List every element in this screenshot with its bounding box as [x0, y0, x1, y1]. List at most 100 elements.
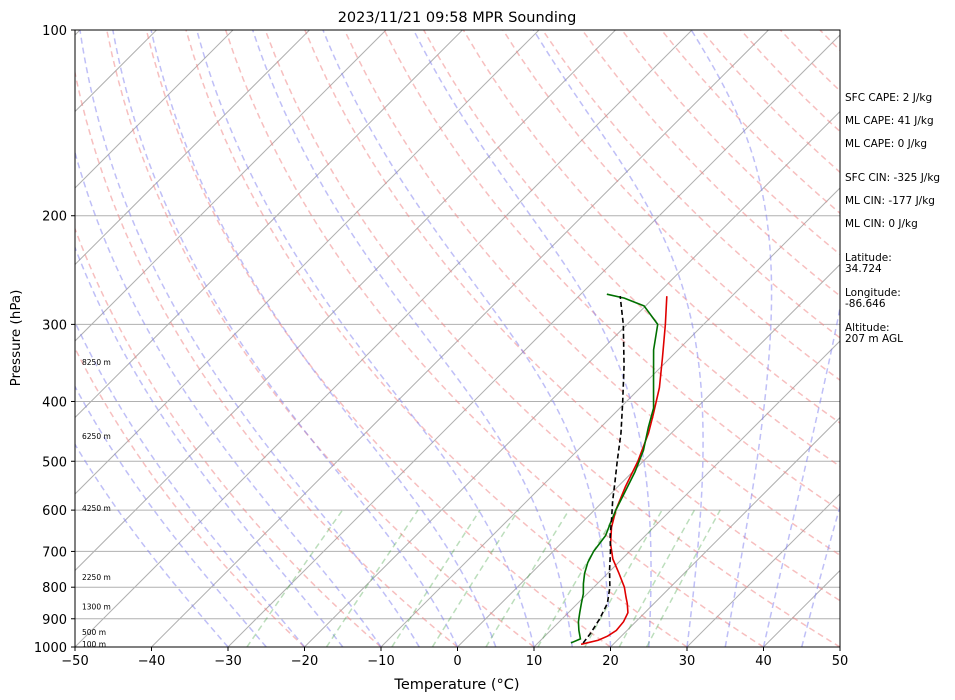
isotherm-line	[75, 30, 234, 189]
moist-adiabat-line	[112, 30, 459, 647]
moist-adiabat-line	[532, 30, 704, 647]
mixing-ratio-line	[618, 509, 696, 647]
isotherm-line	[151, 30, 769, 647]
moist-adiabat-line	[690, 30, 773, 647]
isotherm-line	[75, 30, 693, 647]
y-axis: 100 200 300 400 500 600 700 800 900 1000	[34, 24, 75, 656]
altitude-label: Altitude:	[845, 322, 890, 334]
isotherm-line	[304, 110, 840, 647]
dry-adiabat-line	[383, 30, 840, 512]
parcel-profile	[582, 296, 625, 644]
isotherm-line	[380, 187, 840, 647]
ml-cin-text: ML CIN: -177 J/kg	[845, 195, 935, 207]
height-labels: 100 m 500 m 1300 m 2250 m 4250 m 6250 m 8250 m	[82, 358, 111, 649]
height-label: 8250 m	[82, 358, 111, 367]
dry-adiabat-line	[264, 30, 840, 647]
mixing-ratio-line	[391, 509, 481, 647]
moist-adiabat-line	[196, 30, 535, 647]
dry-adiabat-line	[423, 30, 840, 468]
ml-cin-2-text: ML CIN: 0 J/kg	[845, 218, 918, 230]
plot-frame	[74, 29, 841, 648]
y-tick-label: 600	[42, 504, 67, 519]
mixing-ratio-line	[246, 509, 344, 647]
moist-adiabat-line	[75, 245, 344, 647]
ml-cape-text: ML CAPE: 41 J/kg	[845, 115, 934, 127]
height-label: 2250 m	[82, 573, 111, 582]
mixing-ratio-line	[537, 509, 619, 647]
y-tick-label: 100	[42, 24, 67, 39]
moist-adiabat-line	[762, 304, 840, 647]
isotherm-line	[75, 30, 540, 495]
isotherm-line	[227, 34, 840, 647]
x-tick-label: 30	[679, 654, 696, 669]
moist-adiabat-line	[150, 30, 497, 647]
moist-adiabat-line	[79, 30, 420, 647]
dewpoint-profile	[570, 293, 659, 644]
isotherm-line	[457, 263, 840, 647]
background-lines	[0, 30, 840, 647]
isotherm-line	[75, 30, 463, 419]
mixing-ratio-line	[584, 509, 663, 647]
dry-adiabat-line	[343, 30, 840, 557]
profile-lines	[570, 293, 668, 646]
y-tick-label: 900	[42, 613, 67, 628]
moist-adiabat-line	[251, 30, 573, 647]
sfc-cin-text: SFC CIN: -325 J/kg	[845, 172, 941, 184]
dry-adiabat-line	[75, 346, 306, 647]
isotherm-line	[75, 30, 616, 572]
x-tick-label: 50	[832, 654, 849, 669]
x-tick-label: −50	[61, 654, 88, 669]
x-tick-label: −40	[138, 654, 165, 669]
sfc-cape-text: SFC CAPE: 2 J/kg	[845, 92, 933, 104]
ml-cape-2-text: ML CAPE: 0 J/kg	[845, 138, 928, 150]
isotherm-line	[0, 30, 4, 647]
longitude-value: -86.646	[845, 298, 886, 310]
longitude-label: Longitude:	[845, 287, 901, 299]
x-tick-label: 20	[602, 654, 619, 669]
latitude-value: 34.724	[845, 263, 882, 275]
moist-adiabat-line	[322, 30, 612, 647]
y-tick-label: 400	[42, 395, 67, 410]
temperature-profile	[580, 296, 668, 646]
dry-adiabat-line	[106, 30, 535, 647]
moist-adiabat-line	[801, 503, 840, 647]
isotherm-line	[686, 493, 840, 647]
isotherm-line	[533, 340, 840, 647]
mixing-ratio-line	[431, 509, 519, 647]
chart-title: 2023/11/21 09:58 MPR Sounding	[338, 10, 577, 26]
y-tick-label: 200	[42, 210, 67, 225]
y-tick-label: 500	[42, 455, 67, 470]
y-tick-label: 800	[42, 581, 67, 596]
moist-adiabat-line	[75, 149, 382, 647]
moist-adiabat-line	[75, 442, 229, 647]
mixing-ratio-line	[485, 509, 570, 647]
moist-adiabat-line	[75, 384, 267, 647]
dry-adiabat-line	[304, 30, 840, 602]
isotherm-line	[75, 30, 310, 266]
y-tick-label: 1000	[34, 641, 67, 656]
altitude-value: 207 m AGL	[845, 333, 903, 345]
y-axis-label: Pressure (hPa)	[8, 290, 24, 387]
latitude-label: Latitude:	[845, 252, 892, 264]
y-tick-label: 700	[42, 545, 67, 560]
dry-adiabat-line	[185, 30, 688, 647]
y-tick-label: 300	[42, 318, 67, 333]
x-tick-label: 10	[526, 654, 543, 669]
dry-adiabat-line	[75, 226, 382, 647]
height-label: 6250 m	[82, 432, 111, 441]
dry-adiabat-line	[75, 69, 458, 647]
height-label: 500 m	[82, 628, 106, 637]
height-label: 100 m	[82, 640, 106, 649]
x-axis: −50 −40 −30 −20 −10 0 10 20 30 40 50	[61, 647, 848, 669]
height-label: 4250 m	[82, 504, 111, 513]
height-label: 1300 m	[82, 603, 111, 612]
x-tick-label: 40	[755, 654, 772, 669]
x-tick-label: 0	[453, 654, 461, 669]
isotherm-line	[610, 416, 840, 647]
moist-adiabat-line	[412, 30, 652, 647]
mixing-ratio-line	[645, 509, 721, 647]
dry-adiabat-line	[145, 30, 611, 647]
x-tick-label: −20	[291, 654, 318, 669]
isotherm-line	[75, 30, 387, 342]
